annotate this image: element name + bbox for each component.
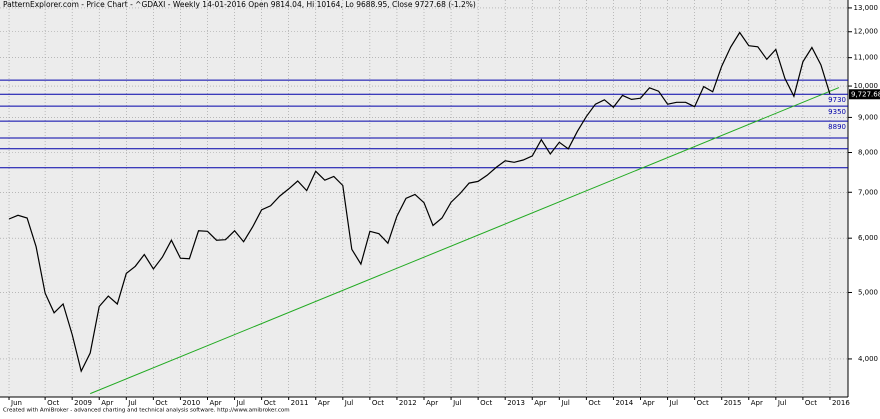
x-tick-label: Jul: [236, 399, 246, 407]
last-price-label: 9,727.68: [851, 90, 880, 98]
x-tick-label: Oct: [588, 399, 600, 407]
x-tick-label: Oct: [264, 399, 276, 407]
x-tick-label: Apr: [751, 399, 763, 407]
x-tick-label: 2016: [832, 399, 850, 407]
x-tick-label: 2012: [399, 399, 417, 407]
level-label: 9730: [828, 96, 846, 104]
x-tick-label: 2009: [74, 399, 92, 407]
x-tick-label: Apr: [318, 399, 330, 407]
x-tick-label: Oct: [372, 399, 384, 407]
chart-title: PatternExplorer.com - Price Chart - ^GDA…: [3, 0, 476, 9]
y-tick-label: 9,000: [858, 113, 878, 121]
x-tick-label: 2015: [724, 399, 742, 407]
x-tick-label: 2011: [291, 399, 309, 407]
x-tick-label: Oct: [155, 399, 167, 407]
last-price-box: [849, 89, 880, 100]
price-line: [8, 31, 831, 373]
x-tick-label: Oct: [480, 399, 492, 407]
footer: Created with AmiBroker - advanced charti…: [3, 408, 290, 414]
x-tick-label: Apr: [534, 399, 546, 407]
y-tick-label: 8,000: [858, 149, 878, 157]
x-tick-label: 2013: [507, 399, 525, 407]
x-tick-label: Jul: [560, 399, 570, 407]
x-tick-label: 2014: [615, 399, 633, 407]
x-tick-label: Apr: [643, 399, 655, 407]
x-tick-label: 2010: [182, 399, 200, 407]
x-tick-label: Oct: [697, 399, 709, 407]
y-tick-label: 12,000: [854, 28, 879, 36]
x-tick-label: Jul: [777, 399, 787, 407]
x-tick-label: Jul: [344, 399, 354, 407]
y-tick-label: 10,000: [854, 82, 879, 90]
y-tick-label: 13,000: [854, 4, 879, 12]
y-tick-label: 4,000: [858, 355, 878, 363]
level-label: 8890: [828, 123, 846, 131]
y-tick-label: 11,000: [854, 54, 879, 62]
level-label: 9350: [828, 108, 846, 116]
trendline: [90, 87, 840, 395]
y-tick-label: 5,000: [858, 288, 878, 296]
x-tick-label: Apr: [101, 399, 113, 407]
y-tick-label: 7,000: [858, 188, 878, 196]
x-tick-label: Oct: [47, 399, 59, 407]
x-tick-label: Jun: [10, 399, 22, 407]
x-tick-label: Jul: [127, 399, 137, 407]
x-tick-label: Apr: [209, 399, 221, 407]
x-tick-label: Apr: [426, 399, 438, 407]
x-tick-label: Jul: [669, 399, 679, 407]
x-tick-label: Jul: [452, 399, 462, 407]
x-tick-label: Oct: [805, 399, 817, 407]
y-tick-label: 6,000: [858, 234, 878, 242]
